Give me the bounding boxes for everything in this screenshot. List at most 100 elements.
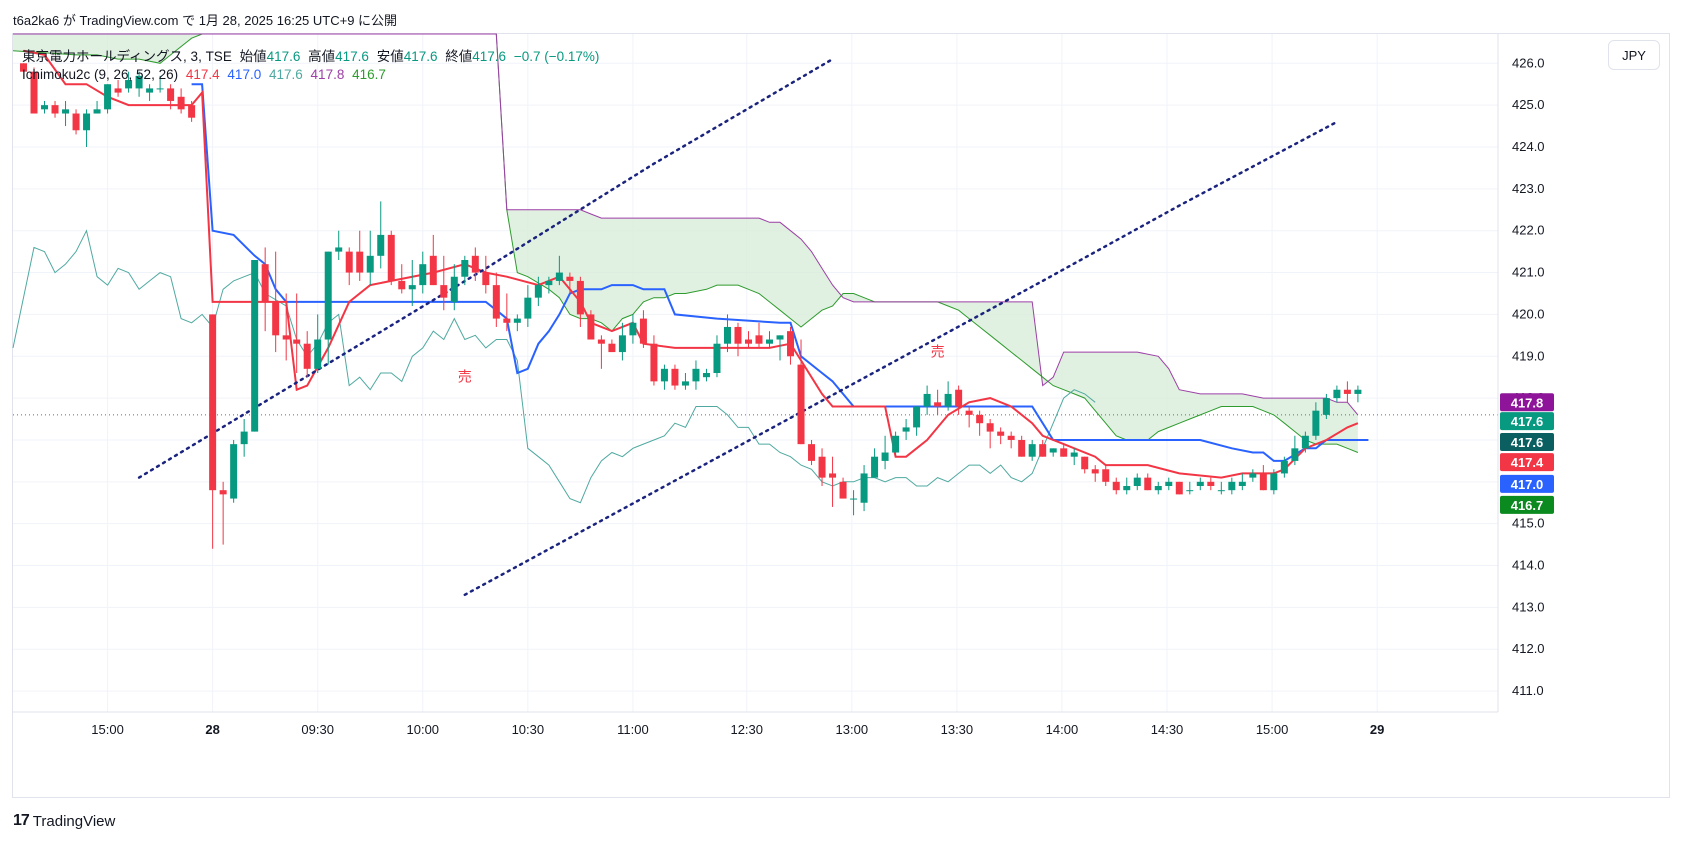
candle	[555, 255, 563, 286]
candle	[871, 448, 879, 478]
candle	[681, 373, 689, 390]
candle	[787, 326, 795, 365]
candle-body	[576, 280, 584, 315]
candle-body	[83, 113, 91, 131]
candle-body	[135, 75, 143, 89]
candle	[156, 75, 164, 93]
price-badge-label: 417.4	[1511, 455, 1544, 470]
candles	[20, 63, 1362, 549]
candle-body	[461, 260, 469, 277]
candle-body	[692, 368, 700, 382]
candle-body	[450, 276, 458, 302]
candle	[146, 84, 154, 101]
span-b-value: 417.8	[310, 67, 345, 82]
candle	[419, 251, 427, 294]
price-badge	[1500, 412, 1554, 431]
candle	[51, 100, 59, 118]
candle	[492, 272, 500, 327]
price-badge-label: 417.6	[1511, 435, 1544, 450]
candle	[1123, 477, 1131, 495]
candle-body	[976, 414, 984, 424]
candle-body	[345, 251, 353, 273]
candle	[829, 456, 837, 507]
candle	[1301, 431, 1309, 453]
candle-body	[1228, 481, 1236, 491]
candle	[618, 322, 626, 361]
candle	[1018, 435, 1026, 457]
candle	[955, 385, 963, 415]
price-badges: 417.8 417.6 417.6 417.4 417.0 416.7	[1500, 393, 1554, 514]
candle	[1291, 435, 1299, 466]
candle	[1280, 456, 1288, 478]
candle	[881, 435, 889, 470]
candle-body	[1186, 490, 1194, 492]
candle	[723, 314, 731, 353]
candle	[944, 381, 952, 411]
y-tick-label: 415.0	[1512, 516, 1545, 531]
footer-brand[interactable]: 17 TradingView	[13, 812, 115, 830]
candle-body	[1049, 448, 1057, 453]
candle	[1081, 456, 1089, 474]
candle-body	[702, 373, 710, 378]
y-tick-label: 411.0	[1512, 683, 1544, 698]
candle	[1186, 481, 1194, 495]
candle	[471, 247, 479, 281]
candle-body	[1312, 410, 1320, 436]
candle-body	[1102, 469, 1110, 482]
candle	[188, 100, 196, 122]
candle	[934, 389, 942, 415]
candle-body	[188, 105, 196, 118]
candle	[671, 364, 679, 390]
candle	[125, 71, 133, 93]
candle-body	[881, 452, 889, 461]
candle-body	[1259, 473, 1267, 491]
candle-body	[408, 285, 416, 290]
candle-body	[1354, 389, 1362, 394]
candle-body	[261, 264, 269, 302]
symbol-title[interactable]: 東京電力ホールディングス, 3, TSE	[22, 49, 232, 64]
candle	[1144, 473, 1152, 491]
candle	[104, 84, 112, 114]
candle	[1112, 477, 1120, 495]
candle	[450, 264, 458, 311]
candle	[713, 335, 721, 378]
candle	[808, 439, 816, 466]
indicator-legend: Ichimoku2c (9, 26, 52, 26) 417.4 417.0 4…	[22, 67, 390, 82]
candle-body	[608, 343, 616, 353]
candle-body	[1175, 481, 1183, 495]
candle	[839, 477, 847, 499]
candle-body	[797, 364, 805, 445]
candle	[576, 276, 584, 327]
time-axis: 15:00 28 09:30 10:00 10:30 11:00 12:30 13:00 13:…	[13, 711, 1498, 737]
candle-body	[219, 490, 227, 495]
candle	[1207, 477, 1215, 491]
candle	[566, 272, 574, 294]
x-tick-label: 11:00	[617, 722, 649, 737]
candle-body	[513, 318, 521, 323]
candle	[114, 80, 122, 97]
open-label: 始値	[239, 49, 267, 64]
open-value: 417.6	[266, 49, 301, 64]
candle-body	[1028, 444, 1036, 457]
indicator-name[interactable]: Ichimoku2c (9, 26, 52, 26)	[22, 67, 179, 82]
y-tick-label: 412.0	[1512, 641, 1545, 656]
price-badge-label: 416.7	[1511, 498, 1544, 513]
candle	[902, 419, 910, 440]
candle-body	[892, 435, 900, 453]
candle	[1165, 477, 1173, 491]
candle-body	[986, 423, 994, 432]
candle-body	[398, 280, 406, 290]
candle-body	[440, 285, 448, 298]
currency-button[interactable]: JPY	[1608, 40, 1660, 70]
candle-body	[1322, 398, 1330, 415]
candle	[1322, 393, 1330, 420]
candle	[1228, 477, 1236, 495]
candle-body	[902, 427, 910, 432]
candle	[387, 230, 395, 286]
candle-body	[93, 109, 101, 114]
candle-body	[1112, 481, 1120, 491]
candle	[440, 255, 448, 311]
change-value: −0.7 (−0.17%)	[513, 49, 600, 64]
price-badge	[1500, 393, 1554, 412]
